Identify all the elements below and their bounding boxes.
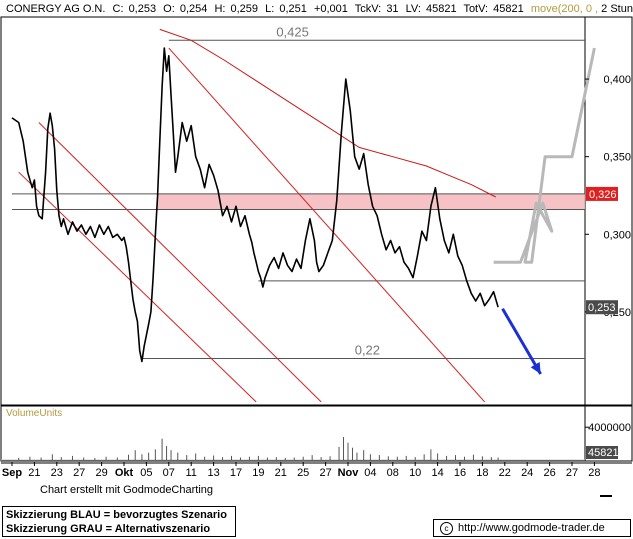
- date-tick-label-10: 17: [230, 467, 242, 479]
- marker-price-box: [586, 186, 618, 201]
- trend-line-2: [168, 47, 486, 403]
- legend-blue-scenario: Skizzierung BLAU = bevorzugtes Szenario: [6, 509, 227, 521]
- copyright-icon: c: [440, 521, 453, 535]
- website-link[interactable]: c http://www.godmode-trader.de: [433, 519, 631, 537]
- price-line: [11, 47, 499, 363]
- date-tick-label-21: 18: [476, 467, 488, 479]
- price-tick-label-2: 0,300: [603, 229, 631, 241]
- level-label-0: 0,425: [276, 24, 309, 39]
- price-panel-frame: [0, 16, 633, 406]
- last-price-box: [586, 300, 618, 315]
- date-tick-label-13: 25: [297, 467, 309, 479]
- date-tick-label-6: 05: [140, 467, 152, 479]
- moving-average-line: [159, 28, 497, 198]
- date-tick-label-8: 11: [185, 467, 196, 479]
- change-value: +0,001: [314, 3, 348, 15]
- scenario-legend: Skizzierung BLAU = bevorzugtes Szenario …: [2, 506, 236, 537]
- date-tick-label-11: 19: [252, 467, 264, 479]
- legend-grey-scenario: Skizzierung GRAU = Alternativszenario: [6, 523, 211, 535]
- chart-credit: Chart erstellt mit GodmodeCharting: [40, 484, 214, 496]
- date-tick-label-19: 14: [431, 467, 443, 479]
- date-tick-label-1: 21: [28, 467, 40, 479]
- volume-label: VolumeUnits: [6, 408, 62, 419]
- date-tick-label-24: 26: [543, 467, 555, 479]
- price-tick-label-1: 0,350: [603, 152, 631, 164]
- volume-panel-frame: [0, 405, 633, 462]
- high-value: 0,259: [231, 3, 259, 15]
- tickv-value: 31: [386, 3, 398, 15]
- totv-value: 45821: [493, 3, 524, 15]
- ma-label: move(200, 0: [531, 3, 592, 15]
- date-tick-label-16: 04: [364, 467, 376, 479]
- high-label: H:: [214, 3, 225, 15]
- volume-last-label: 45821: [588, 447, 619, 459]
- date-tick-label-20: 16: [454, 467, 466, 479]
- lv-label: LV:: [406, 3, 421, 15]
- tickv-label: TckV:: [355, 3, 382, 15]
- date-tick-label-3: 27: [73, 467, 85, 479]
- volume-axis-label: 4000000: [588, 422, 631, 434]
- symbol-name: CONERGY AG O.N.: [6, 3, 105, 15]
- date-tick-label-25: 27: [566, 467, 578, 479]
- date-tick-label-9: 13: [207, 467, 219, 479]
- scenario-blue-line: [501, 308, 542, 375]
- date-tick-label-7: 07: [163, 467, 175, 479]
- low-label: L:: [265, 3, 274, 15]
- date-tick-label-23: 24: [521, 467, 533, 479]
- website-url[interactable]: http://www.godmode-trader.de: [458, 522, 605, 534]
- date-tick-label-14: 27: [319, 467, 331, 479]
- date-tick-label-12: 21: [275, 467, 287, 479]
- date-tick-label-2: 23: [51, 467, 63, 479]
- date-tick-label-18: 10: [409, 467, 421, 479]
- totv-label: TotV:: [463, 3, 488, 15]
- date-tick-label-15: Nov: [338, 467, 360, 479]
- scenario-grey-path: [493, 47, 596, 264]
- level-label-4: 0,22: [355, 342, 380, 357]
- marker-price-label: 0,326: [589, 189, 617, 201]
- date-tick-label-5: Okt: [115, 467, 134, 479]
- close-label: C:: [113, 3, 124, 15]
- low-value: 0,251: [279, 3, 307, 15]
- date-tick-label-26: 28: [588, 467, 600, 479]
- trend-line-0: [38, 122, 322, 403]
- date-tick-label-0: Sep: [2, 467, 22, 479]
- price-tick-label-0: 0,400: [603, 74, 631, 86]
- scenario-blue-arrowhead: [530, 361, 541, 374]
- date-tick-label-4: 29: [95, 467, 107, 479]
- lv-value: 45821: [426, 3, 457, 15]
- last-price-label: 0,253: [588, 302, 616, 314]
- chart-header: CONERGY AG O.N. C: 0,253 O: 0,254 H: 0,2…: [6, 3, 633, 15]
- open-value: 0,254: [180, 3, 208, 15]
- date-tick-label-17: 08: [387, 467, 399, 479]
- volume-last-box: [586, 446, 618, 459]
- date-tick-label-22: 22: [499, 467, 511, 479]
- timeframe-label: 2 Stunden: [601, 3, 633, 15]
- ma-label-extra: ,: [595, 3, 598, 15]
- close-value: 0,253: [129, 3, 157, 15]
- open-label: O:: [163, 3, 175, 15]
